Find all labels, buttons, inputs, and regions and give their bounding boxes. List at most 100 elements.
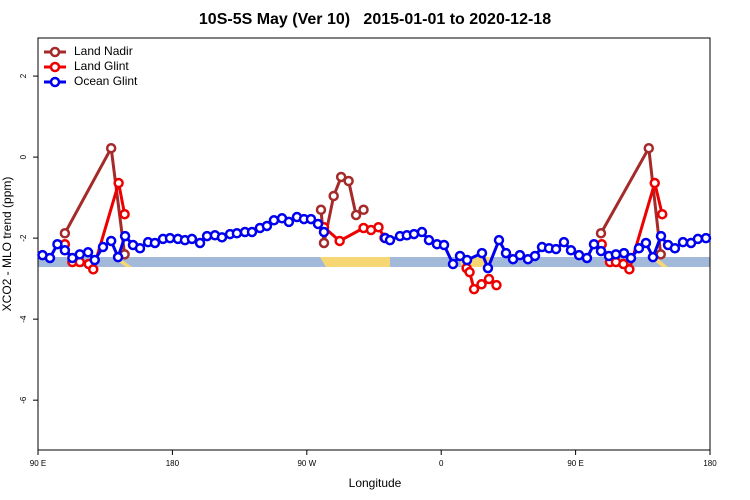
legend-marker [49,46,61,58]
point [119,230,131,242]
point [649,177,660,189]
x-tick-label: 0 [439,459,444,468]
point [692,233,704,245]
point [640,237,652,249]
point [52,238,63,250]
point [595,228,607,239]
point [624,264,635,275]
point [491,279,502,291]
point [476,247,488,259]
point [558,236,570,248]
point [74,249,86,260]
point [59,228,71,239]
point [565,245,577,256]
point [283,216,295,228]
point [88,264,99,275]
point [318,237,330,249]
x-axis-label: Longitude [349,476,402,490]
point [468,283,480,295]
chart-title: 10S-5S May (Ver 10) 2015-01-01 to 2020-1… [199,11,551,28]
point [89,254,100,266]
point [618,247,630,259]
legend-label: Ocean Glint [74,74,138,88]
point [318,226,330,238]
point [186,233,198,245]
point [514,249,526,261]
point [500,247,512,259]
point [315,204,327,216]
point [677,236,689,248]
x-tick-label: 180 [166,459,180,468]
y-tick-label: 2 [19,73,28,78]
point [82,247,94,258]
point [610,249,622,260]
point [119,208,130,220]
point [305,213,317,225]
point [44,252,56,264]
y-tick-label: -2 [19,234,28,242]
y-axis-label: XCO2 - MLO trend (ppm) [0,177,14,312]
point [149,237,161,249]
point [447,258,459,270]
point [59,245,71,256]
point [550,243,562,255]
point [655,230,667,242]
point [335,171,347,183]
point [343,175,354,187]
x-tick-label: 90 E [567,459,583,468]
y-tick-label: 0 [19,154,28,159]
point [493,234,505,246]
point [113,177,124,189]
x-tick-label: 90 W [297,459,316,468]
legend-label: Land Glint [74,59,129,73]
point [423,234,435,246]
point [334,235,345,247]
point [625,252,637,264]
point [373,221,384,233]
point [643,142,655,154]
point [595,245,607,257]
point [112,251,124,263]
y-tick-label: -6 [19,396,28,404]
point [216,232,228,243]
point [438,239,450,251]
plot-frame [37,37,711,451]
series-line [63,177,664,292]
point [476,279,487,290]
point [358,204,369,216]
point [194,237,206,249]
point [134,243,146,254]
point [461,254,473,266]
point [464,266,475,278]
point [97,241,109,253]
point [246,226,258,238]
point [700,232,712,244]
point [633,243,645,254]
point [261,220,273,232]
point [231,228,243,239]
point [529,250,541,262]
point [312,218,324,230]
x-tick-label: 180 [703,459,717,468]
point [647,251,659,263]
point [656,208,668,220]
x-tick-label: 90 E [30,459,46,468]
point [581,252,593,264]
point [669,243,681,254]
land-band [320,257,390,267]
point [105,142,117,154]
point [328,190,339,202]
legend-marker [49,61,61,73]
point [384,234,396,246]
point [105,235,117,247]
legend-label: Land Nadir [74,44,133,58]
point [482,262,494,274]
point [268,215,280,226]
point [416,226,428,238]
legend-marker [49,76,61,88]
y-tick-label: -4 [19,315,28,323]
point [588,238,600,250]
point [483,273,495,285]
point [350,209,362,221]
